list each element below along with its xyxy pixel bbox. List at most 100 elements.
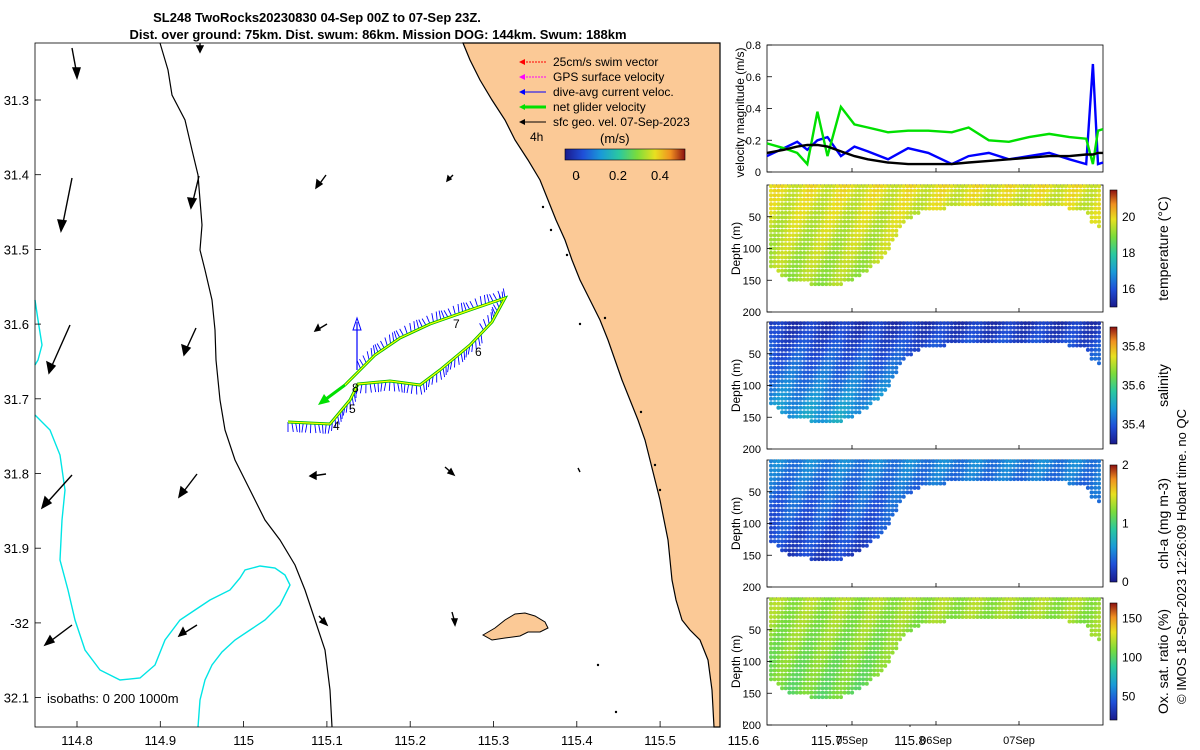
data-point [864,392,869,397]
data-point [1063,606,1068,611]
data-point [1071,619,1076,624]
data-point [979,615,984,619]
data-point [772,508,777,513]
data-point [1015,472,1020,477]
data-point [975,468,980,473]
data-point [872,197,877,202]
data-point [879,379,884,384]
data-point [879,477,884,482]
data-point [868,463,873,468]
data-point [1078,188,1083,193]
data-point [824,250,829,255]
data-point [868,210,873,215]
data-point [813,503,818,508]
data-point [805,202,810,207]
data-point [850,481,855,486]
data-point [794,610,799,615]
data-point [879,655,884,660]
data-point [805,499,810,504]
colorbar-title: salinity [1155,364,1171,407]
data-point [997,615,1002,619]
data-point [783,628,788,633]
data-point [842,512,847,517]
data-point [791,681,796,686]
data-point [901,459,906,464]
data-point [828,477,832,482]
data-point [769,184,773,189]
data-point [875,246,880,251]
data-point [835,325,840,330]
data-point [831,632,836,637]
data-point [1023,321,1028,326]
data-point [894,365,899,370]
data-point [872,512,877,517]
data-point [835,352,840,357]
data-point [872,650,877,655]
data-point [842,459,847,464]
data-point [1023,459,1028,464]
data-point [783,508,788,513]
data-point [791,668,796,673]
data-point [813,548,818,553]
data-point [850,686,855,691]
data-point [820,459,825,464]
data-point [1097,623,1101,628]
data-point [868,330,873,335]
data-point [934,606,939,611]
data-point [820,543,825,548]
data-point [1030,193,1035,198]
data-point [835,219,840,224]
data-point [1085,463,1090,468]
data-point [835,623,840,628]
data-point [850,646,855,651]
data-point [872,632,877,637]
data-point [802,383,807,388]
data-point [1089,623,1094,628]
data-point [853,255,858,260]
data-point [1045,459,1050,464]
data-point [831,210,836,215]
data-point [879,499,884,504]
data-point [816,237,821,242]
data-point [820,356,825,361]
data-point [835,619,840,624]
data-point [1038,477,1042,482]
data-point [776,485,781,490]
data-point [853,387,858,392]
data-point [1030,597,1035,602]
data-point [905,352,910,357]
data-point [850,414,855,419]
data-point [769,250,773,255]
data-point [842,246,847,251]
data-point [805,414,810,419]
data-point [853,641,858,646]
data-point [1097,490,1101,495]
data-point [890,606,895,611]
data-point [816,197,821,202]
data-point [772,233,777,238]
data-point [1097,193,1101,198]
data-point [920,206,925,211]
data-point [905,193,910,198]
data-point [901,606,906,611]
data-point [769,632,773,637]
data-point [805,481,810,486]
data-point [1093,615,1098,619]
data-point [776,334,781,339]
data-point [890,637,895,642]
data-point [809,219,814,224]
data-point [971,615,976,619]
data-point [769,597,773,602]
data-point [802,677,807,682]
data-point [787,623,792,628]
data-point [879,339,884,344]
data-point [879,646,884,651]
data-point [861,259,866,264]
data-point [931,197,936,202]
data-point [835,237,840,242]
data-point [787,277,792,282]
data-point [769,237,773,242]
depth-ylabel: Depth (m) [729,635,743,688]
colorbar-tick-label: 100 [1122,651,1142,665]
data-point [1093,494,1098,499]
